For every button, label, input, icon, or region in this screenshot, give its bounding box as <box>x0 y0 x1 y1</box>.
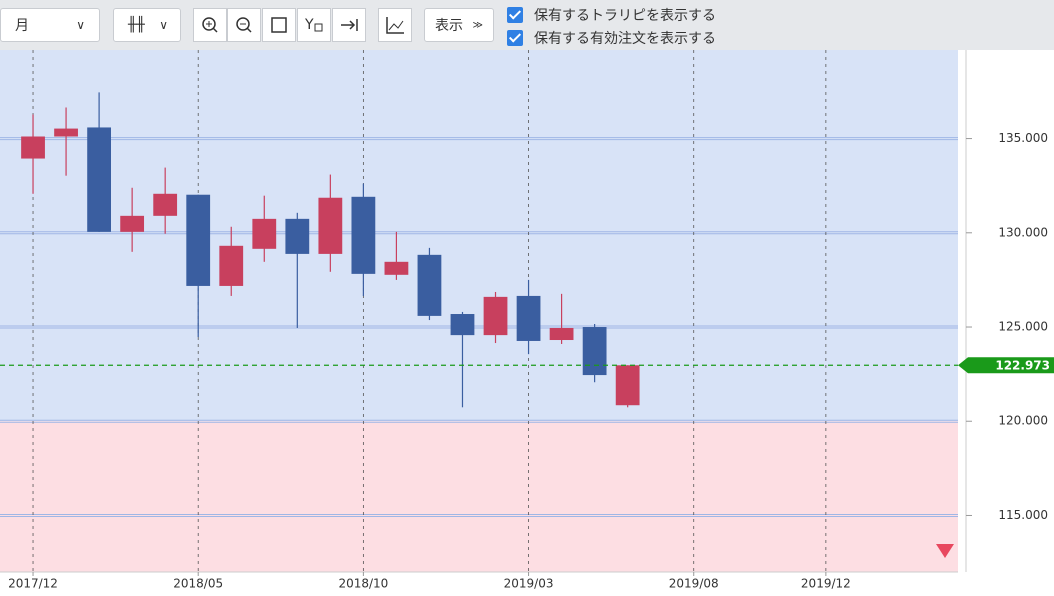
svg-text:Y: Y <box>304 17 314 33</box>
candle-body <box>54 128 78 137</box>
toolbar: 月 ∨ ╫╫ ∨ Y 表示 ≫ 保有するトラリピを表示する 保有する有効注文を表示す… <box>0 0 1054 50</box>
alert-marker <box>936 544 954 558</box>
candle-body <box>384 261 409 275</box>
current-price-label: 122.973 <box>995 359 1050 373</box>
scroll-end[interactable] <box>332 8 366 42</box>
indicator[interactable] <box>378 8 412 42</box>
candle-body <box>549 327 574 341</box>
candle-body <box>120 215 145 232</box>
candle-body <box>21 136 45 159</box>
candle-body <box>615 365 640 406</box>
zoom-in[interactable] <box>193 8 227 42</box>
y-tick-label: 115.000 <box>998 508 1048 522</box>
y-tick-label: 125.000 <box>998 320 1048 334</box>
candle-body <box>417 254 442 316</box>
candle-body <box>351 196 376 274</box>
period-text: 月 <box>15 18 29 34</box>
period-select[interactable]: 月 ∨ <box>0 8 100 42</box>
chart: 115.000 120.000 125.000 130.000 135.000 2017/… <box>0 50 1054 596</box>
candle-body <box>186 194 211 286</box>
candle-body <box>285 218 310 254</box>
candle-body <box>87 127 111 232</box>
x-tick-label: 2019/08 <box>669 577 719 591</box>
zoom-out[interactable] <box>227 8 261 42</box>
zone <box>0 421 958 572</box>
x-tick-label: 2018/05 <box>173 577 223 591</box>
x-tick-label: 2018/10 <box>338 577 388 591</box>
y-tick-label: 135.000 <box>998 131 1048 145</box>
y-tick-label: 130.000 <box>998 225 1048 239</box>
checkbox-orders[interactable]: 保有する有効注文を表示する <box>507 28 716 48</box>
display-text: 表示 <box>435 18 463 34</box>
candle-body <box>318 197 343 254</box>
candle-body <box>153 193 178 216</box>
candle-body <box>219 245 244 286</box>
candle-body <box>450 314 475 336</box>
checkbox-traripi[interactable]: 保有するトラリピを表示する <box>507 5 716 25</box>
x-axis-bg <box>0 572 1054 596</box>
chart-type-select[interactable]: ╫╫ ∨ <box>113 8 181 42</box>
candle-body <box>582 327 607 376</box>
y-tick-label: 120.000 <box>998 414 1048 428</box>
checkbox-label: 保有するトラリピを表示する <box>534 8 716 24</box>
x-tick-label: 2017/12 <box>8 577 58 591</box>
checkbox-label: 保有する有効注文を表示する <box>534 31 716 47</box>
axis-bg <box>958 50 1054 596</box>
candle-body <box>516 295 541 341</box>
zone <box>0 50 958 422</box>
y-lock[interactable]: Y <box>297 8 331 42</box>
candle-body <box>483 296 508 336</box>
display-button[interactable]: 表示 ≫ <box>424 8 494 42</box>
candle-body <box>252 218 277 249</box>
current-price-tag <box>958 357 1054 374</box>
x-tick-label: 2019/03 <box>504 577 554 591</box>
x-tick-label: 2019/12 <box>801 577 851 591</box>
fit[interactable] <box>262 8 296 42</box>
